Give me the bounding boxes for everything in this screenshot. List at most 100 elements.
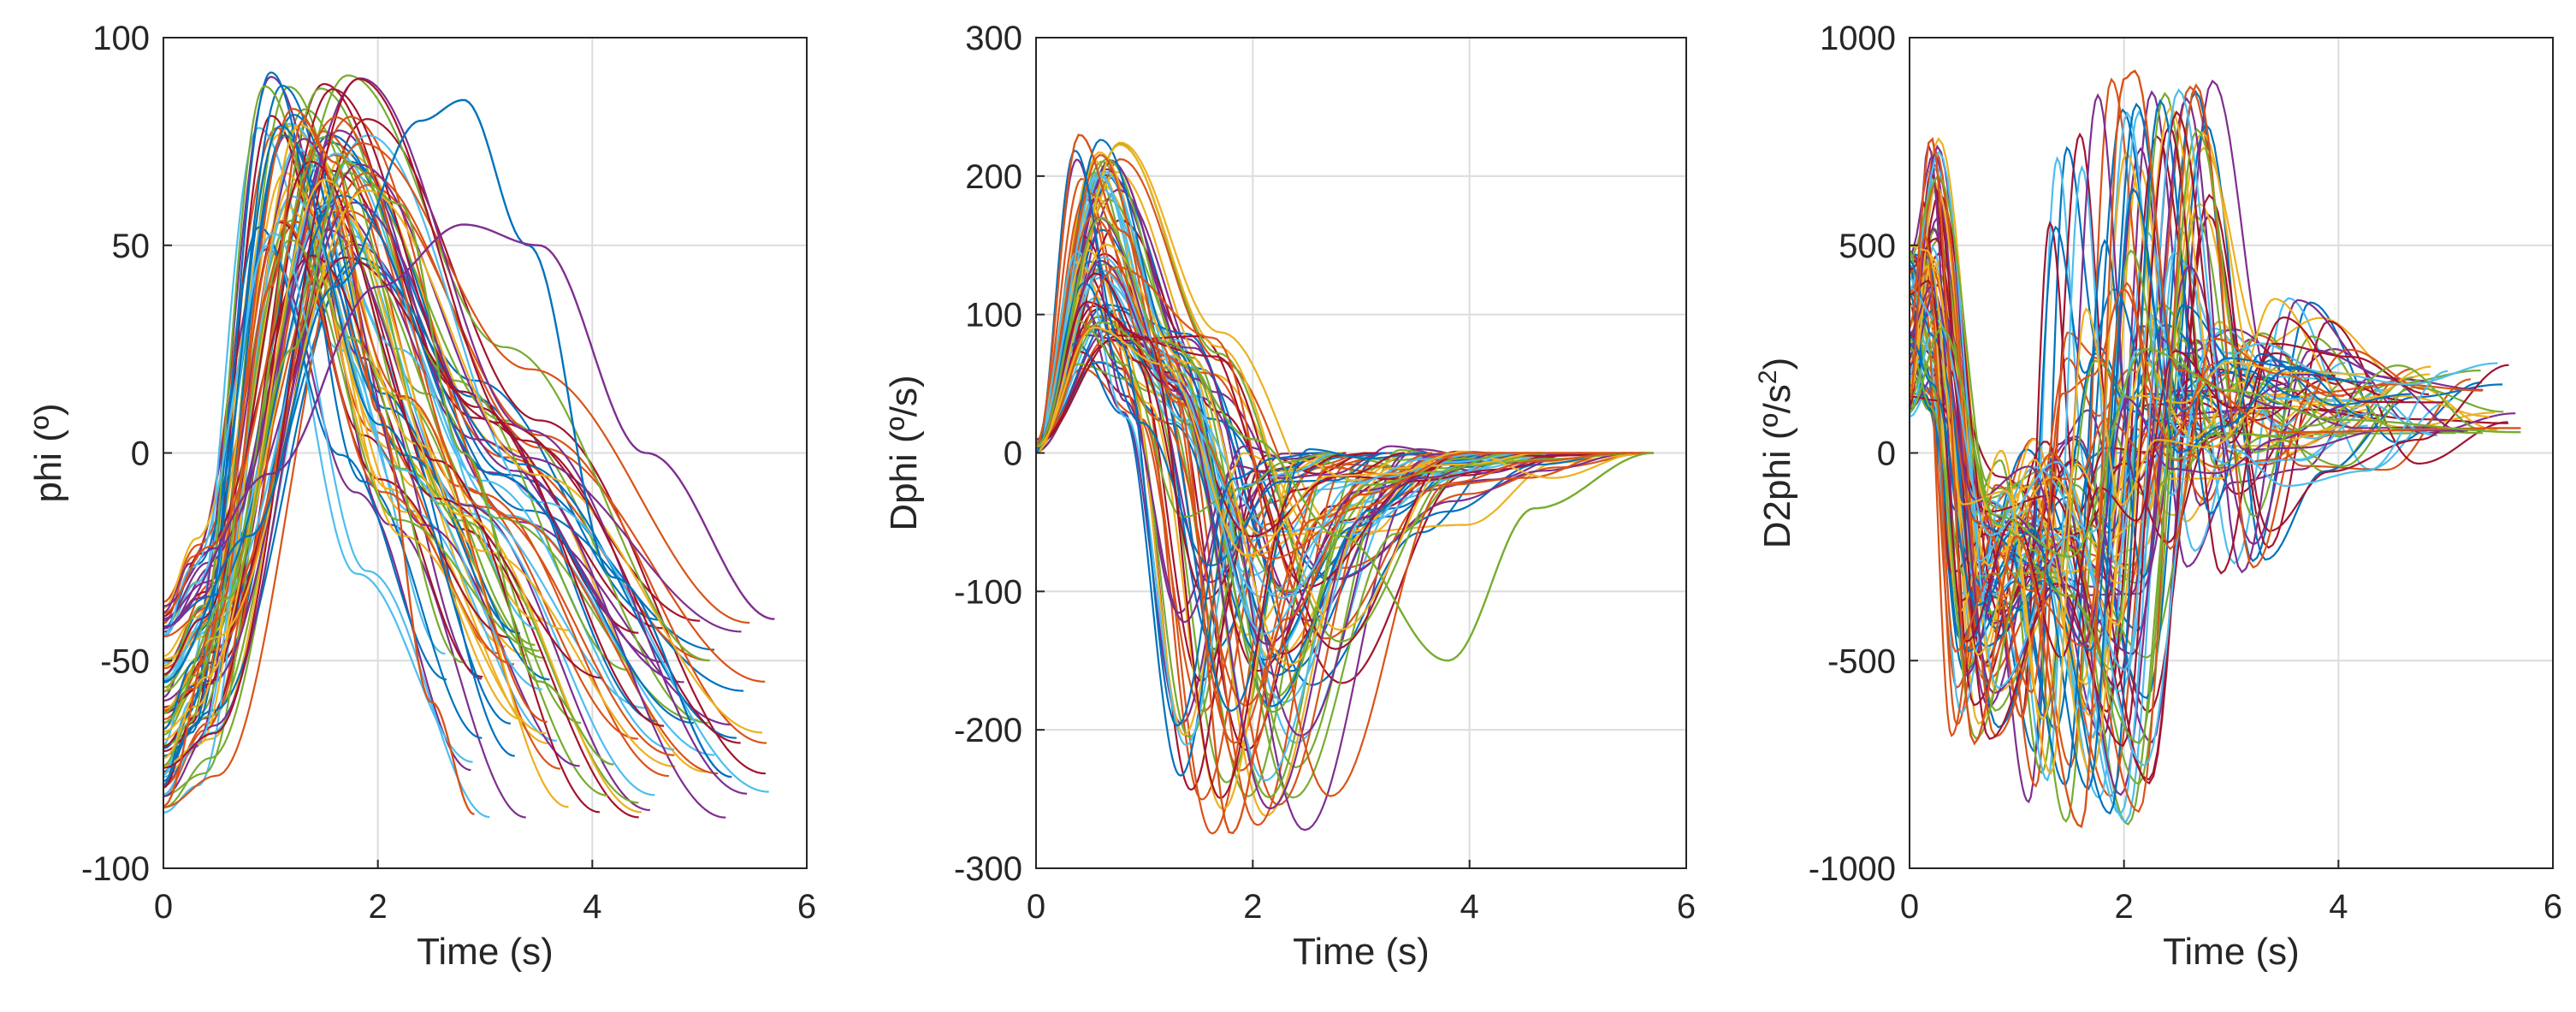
series-line (163, 239, 540, 714)
series-line (1910, 332, 2368, 563)
series-line (163, 153, 669, 788)
series-line (1910, 245, 2264, 775)
series-line (1036, 334, 1579, 589)
series-line (163, 78, 741, 769)
series-line (163, 123, 569, 808)
series-line-representative-mid (163, 161, 614, 766)
series-line (163, 87, 629, 797)
x-axis-label: Time (s) (1293, 931, 1430, 973)
series-lines (1036, 133, 1655, 835)
panel-phi: 0 2 4 6 -100 -50 0 50 100 Time (s) phi (º) (27, 20, 816, 973)
y-tick-label: -500 (1827, 642, 1896, 680)
panel-dphi: 0 2 4 6 -300 -200 -100 0 100 200 300 Time (s) Dphi… (883, 20, 1696, 973)
series-line-representative-early (163, 119, 475, 816)
x-tick-label: 4 (1460, 888, 1479, 926)
y-axis-label: D2phi (º/s2) (1754, 358, 1798, 548)
series-line (1036, 256, 1526, 600)
y-tick-label: -200 (954, 712, 1022, 749)
series-line (163, 204, 665, 664)
ticks: 0 2 4 6 -100 -50 0 50 100 (81, 20, 816, 926)
series-line (1910, 192, 2509, 785)
series-line (1036, 144, 1643, 631)
x-tick-label: 0 (1900, 888, 1919, 926)
series-line (1910, 102, 2364, 652)
series-line-representative-late (163, 98, 732, 778)
series-line (1910, 83, 2483, 814)
series-line (1910, 164, 2437, 816)
series-line (1036, 326, 1458, 556)
x-tick-label: 0 (1027, 888, 1045, 926)
series-line (1036, 334, 1635, 650)
series-line (1036, 150, 1319, 727)
series-line (163, 194, 694, 725)
x-tick-label: 0 (154, 888, 173, 926)
series-lines (1910, 69, 2521, 829)
series-line (1910, 255, 2365, 774)
x-tick-label: 6 (797, 888, 816, 926)
series-line (1910, 92, 2287, 677)
series-line (1910, 225, 2202, 613)
panel-d2phi: 0 2 4 6 -1000 -500 0 500 1000 Time (s) D2phi (º/… (1754, 20, 2562, 973)
series-line (163, 244, 473, 777)
x-tick-label: 4 (2329, 888, 2348, 926)
series-line-representative-slow (163, 223, 775, 629)
series-line (163, 201, 726, 819)
x-tick-label: 2 (1243, 888, 1262, 926)
series-line (1910, 346, 2207, 804)
series-line (163, 232, 490, 819)
series-line (163, 163, 742, 798)
series-line (1036, 216, 1499, 646)
series-line (1910, 88, 2449, 672)
series-line (163, 189, 763, 734)
x-tick-label: 2 (369, 888, 388, 926)
y-tick-label: 100 (92, 20, 150, 57)
y-tick-label: 1000 (1820, 20, 1896, 57)
series-line (1036, 321, 1510, 713)
series-line (163, 256, 701, 725)
y-tick-label: 200 (965, 158, 1022, 196)
series-line (1036, 272, 1467, 538)
y-tick-label: -300 (954, 850, 1022, 888)
series-line (163, 85, 464, 766)
y-tick-label: 500 (1839, 228, 1896, 265)
y-tick-label: 300 (965, 20, 1022, 57)
series-line (1036, 261, 1333, 737)
y-axis-label: Dphi (º/s) (883, 375, 925, 530)
y-tick-label: 0 (1004, 435, 1022, 473)
series-line (1910, 98, 2412, 815)
y-tick-label: 50 (112, 228, 151, 265)
series-line-representative-peak (1036, 133, 1654, 835)
x-tick-label: 6 (2543, 888, 2562, 926)
series-line (1910, 187, 2357, 790)
series-line (1910, 110, 2444, 748)
series-line (1036, 192, 1432, 744)
series-line (1036, 266, 1626, 797)
series-line (163, 116, 675, 756)
series-line (1910, 165, 2370, 740)
series-line (1910, 250, 2281, 578)
series-line (1036, 243, 1543, 666)
series-line (163, 247, 471, 772)
y-tick-label: 100 (965, 297, 1022, 334)
series-line (163, 77, 748, 795)
series-line (1036, 157, 1651, 570)
series-line (1036, 334, 1384, 583)
series-line (1036, 259, 1504, 810)
x-axis-label: Time (s) (417, 931, 554, 973)
series-line (1036, 159, 1574, 831)
y-axis-label: phi (º) (27, 403, 69, 502)
series-line (163, 136, 639, 804)
series-line-representative-late (1036, 216, 1655, 662)
series-line (1910, 97, 2464, 624)
series-line (1910, 281, 2247, 719)
series-line-representative-mild (1910, 328, 2521, 559)
x-tick-label: 4 (583, 888, 601, 926)
y-tick-label: -100 (954, 573, 1022, 611)
series-line (163, 134, 769, 793)
x-axis-label: Time (s) (2163, 931, 2300, 973)
series-line (1910, 151, 2343, 684)
y-tick-label: -1000 (1809, 850, 1896, 888)
x-tick-label: 2 (2115, 888, 2134, 926)
y-tick-label: 0 (1877, 435, 1896, 473)
